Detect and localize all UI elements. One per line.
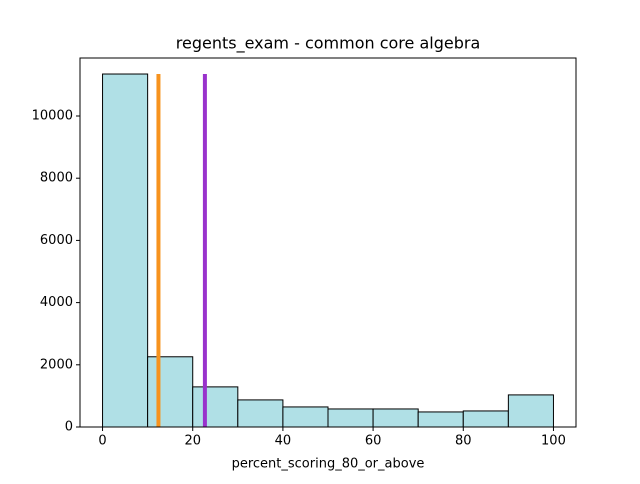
bar bbox=[192, 386, 239, 428]
plot-frame bbox=[79, 57, 577, 428]
x-tick-label: 60 bbox=[365, 434, 382, 449]
x-tick-label: 80 bbox=[455, 434, 472, 449]
x-tick-label: 100 bbox=[541, 434, 566, 449]
bar bbox=[237, 399, 284, 428]
x-axis-label: percent_scoring_80_or_above bbox=[232, 457, 425, 472]
bar bbox=[102, 73, 149, 428]
x-tick-label: 0 bbox=[98, 434, 106, 449]
bar bbox=[372, 408, 419, 428]
bar bbox=[417, 411, 464, 428]
x-tick-label: 20 bbox=[184, 434, 201, 449]
chart-title: regents_exam - common core algebra bbox=[176, 34, 481, 54]
bar bbox=[147, 356, 194, 428]
bar bbox=[507, 394, 554, 428]
bar bbox=[462, 410, 509, 428]
bar bbox=[327, 408, 374, 428]
y-tick-label: 0 bbox=[65, 420, 73, 435]
x-tick-label: 40 bbox=[275, 434, 292, 449]
y-tick-label: 6000 bbox=[40, 233, 73, 248]
y-tick-label: 10000 bbox=[32, 109, 73, 124]
y-tick-label: 2000 bbox=[40, 357, 73, 372]
y-tick-label: 8000 bbox=[40, 171, 73, 186]
bar bbox=[282, 406, 329, 428]
y-tick-label: 4000 bbox=[40, 295, 73, 310]
